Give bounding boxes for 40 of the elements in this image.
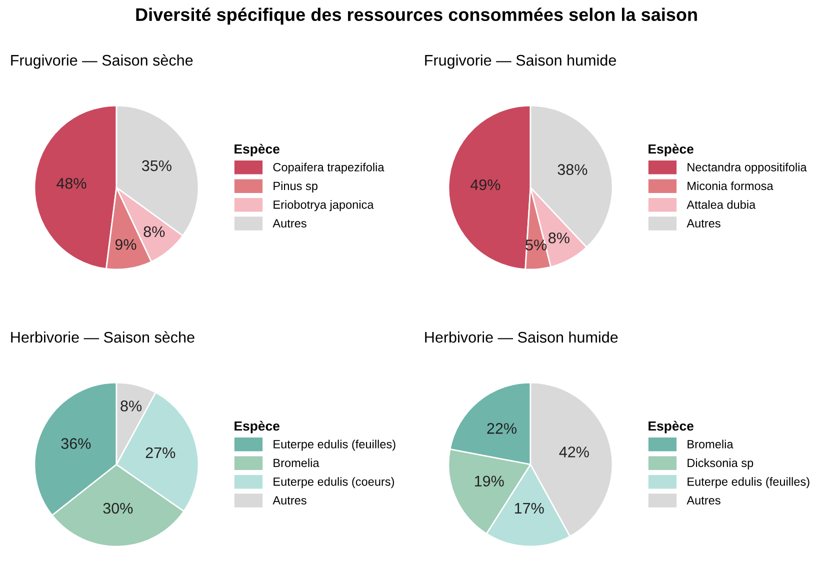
chart-subtitle: Frugivorie — Saison humide [425, 54, 616, 69]
chart-subtitle: Frugivorie — Saison sèche [11, 54, 193, 69]
legend-label: Miconia formosa [688, 181, 774, 190]
legend-label: Bromelia [274, 458, 320, 468]
data-label: 19% [474, 476, 504, 487]
legend-label: Euterpe edulis (feuilles) [688, 477, 810, 488]
legend-title: Espèce [648, 144, 694, 156]
data-label: 8% [548, 232, 570, 244]
legend-label: Dicksonia sp [688, 458, 754, 470]
data-label: 48% [56, 178, 86, 189]
data-label: 42% [559, 446, 589, 458]
legend-label: Eriobotrya japonica [274, 200, 374, 212]
legend-label: Autres [272, 496, 306, 505]
legend-label: Euterpe edulis (coeurs) [274, 477, 394, 488]
chart-subtitle: Herbivorie — Saison sèche [11, 331, 194, 343]
data-label: 22% [487, 423, 516, 434]
legend-title: Espèce [648, 420, 694, 434]
data-label: 35% [142, 160, 172, 172]
legend-label: Autres [686, 219, 720, 228]
data-label: 36% [61, 438, 91, 449]
data-label: 17% [514, 502, 544, 514]
legend-title: Espèce [234, 144, 280, 156]
legend-label: Euterpe edulis (feuilles) [274, 440, 396, 451]
legend-label: Pinus sp [274, 181, 318, 192]
data-label: 30% [103, 502, 133, 514]
data-label: 38% [558, 164, 588, 175]
data-label: 49% [470, 179, 500, 190]
legend-label: Attalea dubia [686, 200, 756, 209]
legend-label: Autres [686, 496, 720, 505]
data-label: 9% [115, 239, 136, 250]
legend-label: Nectandra oppositifolia [688, 162, 807, 174]
legend-label: Copaifera trapezifolia [273, 162, 384, 174]
chart-title: Diversité spécifique des ressources consommées selon la saison [136, 8, 697, 25]
legend-label: Autres [272, 219, 306, 228]
data-label: 8% [120, 400, 142, 412]
data-label: 8% [144, 226, 165, 238]
legend-title: Espèce [234, 420, 280, 434]
data-label: 27% [146, 447, 176, 458]
chart-subtitle: Herbivorie — Saison humide [425, 331, 618, 343]
legend-label: Bromelia [688, 440, 734, 448]
